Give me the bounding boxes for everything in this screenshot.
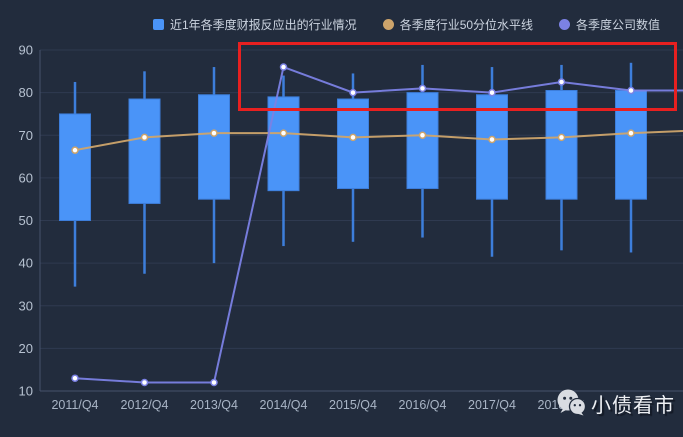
legend-label: 近1年各季度财报反应出的行业情况 xyxy=(170,18,357,32)
x-tick-label: 2014/Q4 xyxy=(260,398,308,412)
data-point xyxy=(71,374,79,382)
y-tick-label: 60 xyxy=(19,170,33,185)
candlestick xyxy=(59,81,91,287)
candlestick xyxy=(476,67,508,257)
x-tick-label: 2011/Q4 xyxy=(51,398,98,412)
y-tick-label: 90 xyxy=(19,43,33,58)
data-point xyxy=(627,86,635,95)
data-point xyxy=(279,129,288,137)
data-point xyxy=(418,131,427,139)
y-tick-label: 70 xyxy=(19,128,33,143)
candlestick xyxy=(337,73,369,242)
legend-label: 各季度行业50分位水平线 xyxy=(399,18,534,32)
legend-item-boxplot[interactable]: 近1年各季度财报反应出的行业情况 xyxy=(153,16,357,33)
legend: 近1年各季度财报反应出的行业情况 各季度行业50分位水平线 各季度公司数值 xyxy=(153,16,660,33)
y-tick-label: 10 xyxy=(19,384,33,399)
data-point xyxy=(71,146,79,154)
data-point xyxy=(140,378,149,387)
y-tick-label: 20 xyxy=(19,341,33,356)
candlestick xyxy=(128,71,161,274)
watermark-text: 小债看市 xyxy=(591,394,675,417)
data-point xyxy=(349,88,357,97)
x-tick-label: 2015/Q4 xyxy=(329,398,377,412)
x-tick-label: 2016/Q4 xyxy=(399,398,447,412)
x-tick-label: 2012/Q4 xyxy=(121,398,169,412)
legend-label: 各季度公司数值 xyxy=(576,18,661,32)
y-tick-label: 40 xyxy=(19,256,33,271)
median-line-series-marker xyxy=(382,19,394,30)
line-series xyxy=(74,129,683,152)
data-point xyxy=(210,129,218,137)
candlestick xyxy=(198,67,230,264)
data-point xyxy=(140,133,149,142)
data-point xyxy=(279,63,288,71)
y-tick-label: 50 xyxy=(19,213,33,228)
data-point xyxy=(557,133,566,142)
wechat-icon xyxy=(557,389,586,416)
legend-item-company-value[interactable]: 各季度公司数值 xyxy=(559,16,660,33)
company-value-series-marker xyxy=(559,19,571,30)
y-tick-label: 30 xyxy=(19,298,33,313)
y-tick-label: 80 xyxy=(19,85,33,100)
x-tick-label: 2017/Q4 xyxy=(468,398,516,412)
data-point xyxy=(627,129,635,137)
data-point xyxy=(557,78,566,86)
boxplot-series-marker xyxy=(153,19,164,30)
data-point xyxy=(349,133,357,142)
legend-item-median-line[interactable]: 各季度行业50分位水平线 xyxy=(382,16,534,33)
data-point xyxy=(210,378,218,387)
data-point xyxy=(418,84,427,93)
data-point xyxy=(488,135,496,144)
line-series xyxy=(74,65,683,384)
candlestick xyxy=(545,64,578,251)
x-tick-label: 2013/Q4 xyxy=(190,398,238,412)
data-point xyxy=(488,88,496,97)
watermark: 小债看市 xyxy=(556,388,675,418)
